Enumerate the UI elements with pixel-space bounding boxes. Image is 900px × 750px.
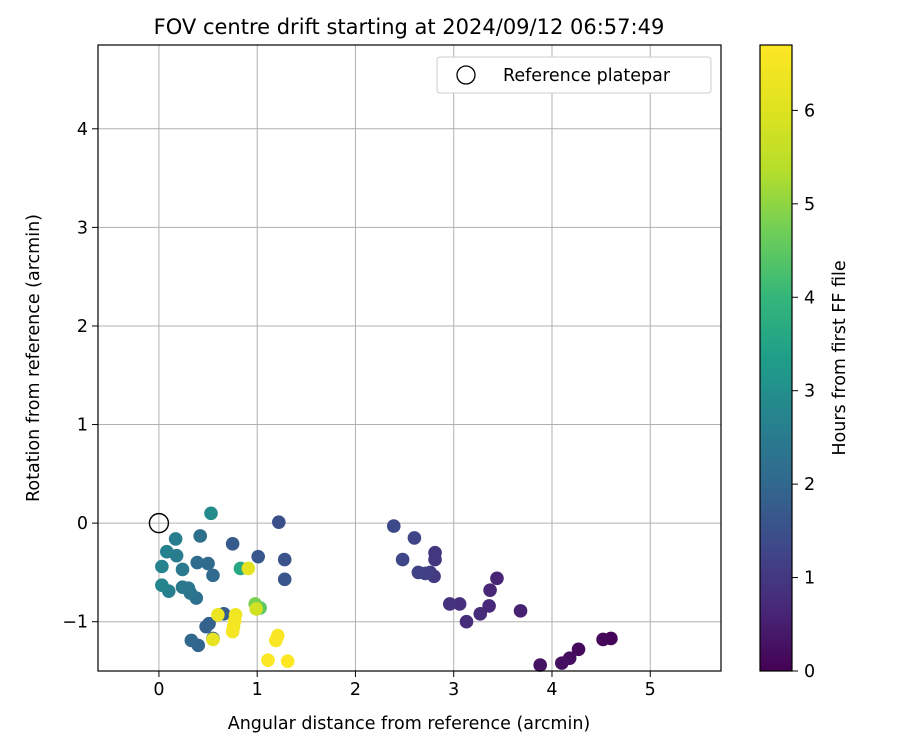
data-point — [193, 529, 207, 543]
data-point — [513, 604, 528, 618]
data-point — [190, 555, 205, 570]
data-point — [184, 633, 199, 648]
data-point — [261, 653, 275, 667]
colorbar-tick-label: 5 — [804, 195, 815, 215]
data-point — [395, 552, 410, 567]
x-tick-label: 5 — [645, 680, 656, 700]
data-point — [225, 624, 240, 639]
data-points — [155, 506, 618, 672]
x-tick-label: 1 — [252, 680, 263, 700]
data-point — [459, 614, 474, 629]
data-point — [533, 658, 547, 672]
colorbar-label: Hours from first FF file — [830, 260, 850, 455]
data-point — [490, 571, 504, 586]
data-point — [175, 580, 190, 595]
y-tick-label: 4 — [77, 120, 88, 140]
colorbar-tick-label: 3 — [804, 382, 815, 402]
data-point — [155, 578, 169, 593]
chart-title: FOV centre drift starting at 2024/09/12 … — [154, 15, 665, 39]
colorbar-tick-label: 1 — [804, 569, 815, 589]
data-point — [277, 552, 292, 567]
data-point — [251, 549, 265, 564]
legend-marker-icon — [456, 65, 476, 85]
data-point — [206, 568, 220, 583]
y-tick-label: 1 — [77, 416, 88, 436]
data-point — [571, 642, 586, 657]
data-point — [411, 565, 426, 580]
data-point — [225, 537, 240, 551]
x-axis-ticks: 0 1 2 3 4 5 — [153, 671, 656, 700]
data-point — [199, 619, 213, 634]
data-point — [206, 632, 220, 647]
colorbar-tick-label: 0 — [804, 662, 815, 682]
data-point — [211, 608, 225, 622]
data-point — [482, 599, 496, 613]
data-point — [442, 597, 457, 611]
colorbar-tick-label: 6 — [804, 101, 815, 121]
colorbar-ticks: 0 1 2 3 4 5 6 — [792, 101, 815, 682]
data-point — [249, 602, 264, 616]
x-tick-label: 3 — [448, 680, 459, 700]
data-point — [159, 544, 174, 559]
x-axis-label: Angular distance from reference (arcmin) — [228, 714, 591, 734]
y-tick-label: 2 — [77, 317, 88, 337]
data-point — [428, 552, 442, 567]
data-point — [269, 633, 283, 648]
y-tick-label: 3 — [77, 218, 88, 238]
colorbar: 0 1 2 3 4 5 6 Hours from first FF file — [759, 44, 850, 682]
y-tick-label: −1 — [62, 613, 88, 633]
colorbar-tick-label: 2 — [804, 475, 815, 495]
data-point — [452, 597, 467, 611]
data-point — [175, 562, 190, 577]
data-point — [168, 532, 183, 546]
data-point — [596, 632, 610, 647]
plot-frame — [97, 44, 722, 672]
reference-marker-group — [148, 512, 170, 534]
data-point — [280, 654, 295, 668]
colorbar-gradient — [759, 44, 793, 672]
data-point — [241, 561, 256, 576]
grid-lines — [98, 45, 721, 671]
data-point — [204, 506, 218, 521]
data-point — [386, 519, 401, 533]
data-point — [277, 572, 292, 587]
legend-box — [436, 56, 712, 94]
y-tick-label: 0 — [77, 514, 88, 534]
data-point — [155, 559, 169, 574]
data-point — [555, 656, 569, 670]
reference-platepar-marker — [148, 512, 170, 534]
x-tick-label: 0 — [153, 680, 164, 700]
data-point — [473, 607, 488, 621]
data-point — [407, 531, 422, 545]
x-tick-label: 2 — [350, 680, 361, 700]
data-point — [483, 583, 497, 597]
x-tick-label: 4 — [546, 680, 557, 700]
colorbar-tick-label: 4 — [804, 288, 815, 308]
data-point — [201, 556, 215, 571]
legend: Reference platepar — [436, 56, 712, 94]
y-axis-label: Rotation from reference (arcmin) — [24, 214, 44, 502]
data-point — [272, 515, 286, 529]
y-axis-ticks: −1 0 1 2 3 4 — [62, 120, 98, 633]
legend-label: Reference platepar — [503, 66, 671, 86]
